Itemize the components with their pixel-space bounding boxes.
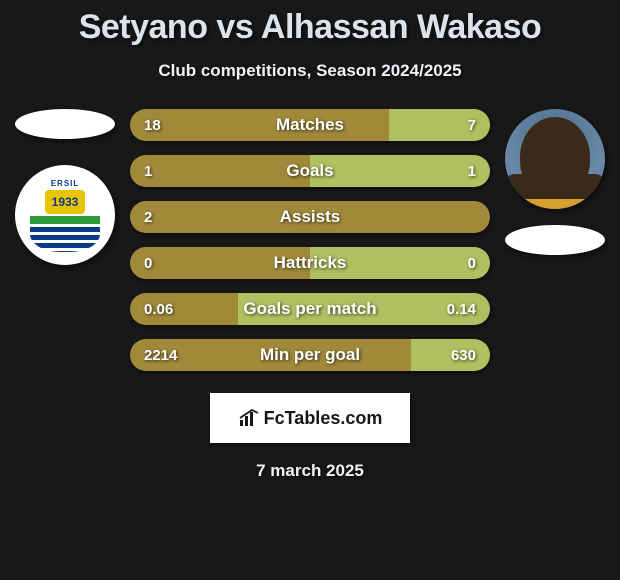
stat-bar: Goals per match0.06 0.14 xyxy=(130,293,490,325)
stat-value-right: 0 xyxy=(468,247,476,279)
stat-bar: Matches18 7 xyxy=(130,109,490,141)
stat-label: Matches xyxy=(130,109,490,141)
brand-chart-icon xyxy=(238,408,260,428)
stat-label: Assists xyxy=(130,201,490,233)
page-title: Setyano vs Alhassan Wakaso xyxy=(0,8,620,47)
stat-value-left: 2214 xyxy=(144,339,177,371)
page-subtitle: Club competitions, Season 2024/2025 xyxy=(0,61,620,81)
stat-value-left: 2 xyxy=(144,201,152,233)
club-year-badge: 1933 xyxy=(45,190,85,214)
stat-bar: Goals1 1 xyxy=(130,155,490,187)
stat-value-left: 0 xyxy=(144,247,152,279)
club-stripes xyxy=(30,216,100,252)
right-player-avatar xyxy=(505,109,605,209)
club-arc-text: ERSIL xyxy=(51,179,80,188)
footer-date: 7 march 2025 xyxy=(0,461,620,481)
left-club-badge: ERSIL 1933 xyxy=(15,165,115,265)
stat-label: Hattricks xyxy=(130,247,490,279)
stat-value-right: 1 xyxy=(468,155,476,187)
brand-text: FcTables.com xyxy=(264,408,383,429)
left-placeholder-pill xyxy=(15,109,115,139)
brand-logo-box: FcTables.com xyxy=(210,393,410,443)
stat-value-left: 0.06 xyxy=(144,293,173,325)
stat-bar: Assists2 xyxy=(130,201,490,233)
left-player-col: ERSIL 1933 xyxy=(6,109,124,385)
stat-value-left: 1 xyxy=(144,155,152,187)
stat-bar: Hattricks0 0 xyxy=(130,247,490,279)
body-row: ERSIL 1933 Matches18 7 Goals1 1 Assists2 Hatt… xyxy=(0,109,620,385)
stat-value-right: 7 xyxy=(468,109,476,141)
stat-value-right: 630 xyxy=(451,339,476,371)
stat-value-right: 0.14 xyxy=(447,293,476,325)
stat-value-left: 18 xyxy=(144,109,161,141)
stat-label: Goals per match xyxy=(130,293,490,325)
stat-label: Goals xyxy=(130,155,490,187)
stat-bar: Min per goal2214 630 xyxy=(130,339,490,371)
right-placeholder-pill xyxy=(505,225,605,255)
stat-bars: Matches18 7 Goals1 1 Assists2 Hattricks0 0 Goal… xyxy=(124,109,496,385)
stat-label: Min per goal xyxy=(130,339,490,371)
right-player-col xyxy=(496,109,614,385)
infographic-root: Setyano vs Alhassan Wakaso Club competit… xyxy=(0,0,620,481)
